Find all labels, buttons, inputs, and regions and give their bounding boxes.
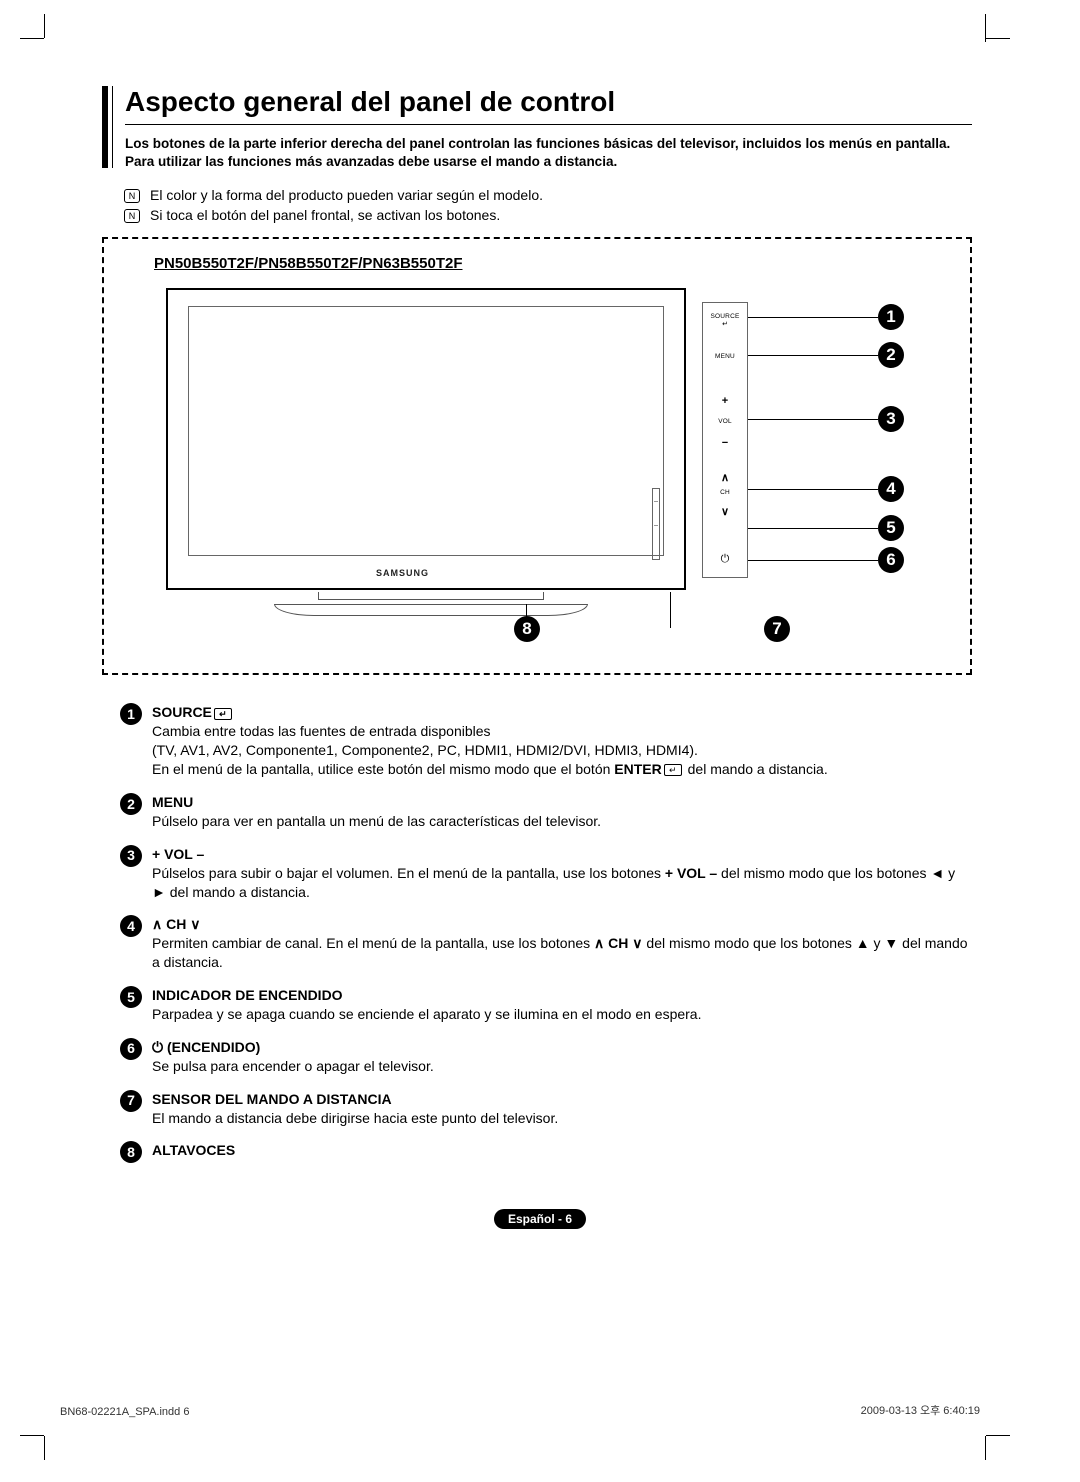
legend-line: Permiten cambiar de canal. En el menú de… — [152, 934, 972, 972]
legend-body: SOURCE↵Cambia entre todas las fuentes de… — [152, 703, 972, 779]
legend-line: Púlselo para ver en pantalla un menú de … — [152, 812, 972, 831]
legend: 1 SOURCE↵Cambia entre todas las fuentes d… — [120, 703, 972, 1163]
notes-block: N El color y la forma del producto puede… — [124, 187, 972, 223]
legend-title: ∧ CH ∨ — [152, 915, 972, 934]
diagram-box: PN50B550T2F/PN58B550T2F/PN63B550T2F SAMS… — [102, 237, 972, 675]
note-text: Si toca el botón del panel frontal, se a… — [150, 207, 500, 223]
legend-body: + VOL –Púlselos para subir o bajar el vo… — [152, 845, 972, 902]
legend-line: Se pulsa para encender o apagar el telev… — [152, 1057, 972, 1076]
legend-bubble: 8 — [120, 1141, 142, 1163]
callout-4: 4 — [878, 476, 904, 502]
callout-6: 6 — [878, 547, 904, 573]
callout-8: 8 — [514, 616, 540, 642]
tv-diagram: SAMSUNG SOURCE ↵ MENU + VO — [126, 288, 948, 648]
tv-stand-neck — [318, 592, 544, 600]
legend-body: ALTAVOCES — [152, 1141, 972, 1163]
legend-bubble: 4 — [120, 915, 142, 937]
legend-body: SENSOR DEL MANDO A DISTANCIAEl mando a d… — [152, 1090, 972, 1128]
callout-3: 3 — [878, 406, 904, 432]
legend-line: (TV, AV1, AV2, Componente1, Componente2,… — [152, 741, 972, 760]
title-rule — [125, 124, 972, 125]
legend-title: SENSOR DEL MANDO A DISTANCIA — [152, 1090, 972, 1109]
callout-2: 2 — [878, 342, 904, 368]
legend-body: INDICADOR DE ENCENDIDOParpadea y se apag… — [152, 986, 972, 1024]
callouts: 1 2 3 4 5 6 7 8 — [702, 288, 952, 648]
model-label: PN50B550T2F/PN58B550T2F/PN63B550T2F — [154, 255, 948, 272]
legend-line: Parpadea y se apaga cuando se enciende e… — [152, 1005, 972, 1024]
enter-icon: ↵ — [214, 708, 232, 720]
legend-body: ∧ CH ∨Permiten cambiar de canal. En el m… — [152, 915, 972, 972]
page-badge: Español - 6 — [494, 1209, 586, 1229]
legend-title: INDICADOR DE ENCENDIDO — [152, 986, 972, 1005]
title-accent-line — [112, 86, 113, 168]
legend-title: ALTAVOCES — [152, 1141, 972, 1160]
callout-7: 7 — [764, 616, 790, 642]
page-footer: Español - 6 — [494, 1210, 586, 1228]
page-content: Aspecto general del panel de control Los… — [102, 86, 972, 1177]
legend-line: Púlselos para subir o bajar el volumen. … — [152, 864, 972, 902]
note-text: El color y la forma del producto pueden … — [150, 187, 543, 203]
legend-bubble: 5 — [120, 986, 142, 1008]
legend-bubble: 1 — [120, 703, 142, 725]
tv-stand-base — [274, 604, 588, 616]
note-icon: N — [124, 189, 140, 203]
legend-line: El mando a distancia debe dirigirse haci… — [152, 1109, 972, 1128]
legend-title: SOURCE↵ — [152, 703, 972, 722]
sensor-region — [652, 488, 660, 560]
meta-filename: BN68-02221A_SPA.indd 6 — [60, 1406, 189, 1418]
page-title: Aspecto general del panel de control — [125, 86, 972, 118]
meta-timestamp: 2009-03-13 오후 6:40:19 — [861, 1402, 980, 1418]
legend-title: ⏻ (ENCENDIDO) — [152, 1038, 972, 1057]
tv-screen — [188, 306, 664, 556]
legend-bubble: 6 — [120, 1038, 142, 1060]
legend-body: ⏻ (ENCENDIDO)Se pulsa para encender o ap… — [152, 1038, 972, 1076]
callout-5: 5 — [878, 515, 904, 541]
legend-line: En el menú de la pantalla, utilice este … — [152, 760, 972, 779]
intro-text: Los botones de la parte inferior derecha… — [125, 135, 972, 171]
legend-body: MENUPúlselo para ver en pantalla un menú… — [152, 793, 972, 831]
legend-title: MENU — [152, 793, 972, 812]
samsung-logo: SAMSUNG — [376, 568, 429, 578]
legend-title: + VOL – — [152, 845, 972, 864]
note-icon: N — [124, 209, 140, 223]
enter-icon: ↵ — [664, 764, 682, 776]
title-accent-bar — [102, 86, 108, 168]
legend-line: Cambia entre todas las fuentes de entrad… — [152, 722, 972, 741]
callout-1: 1 — [878, 304, 904, 330]
legend-bubble: 2 — [120, 793, 142, 815]
legend-bubble: 3 — [120, 845, 142, 867]
legend-bubble: 7 — [120, 1090, 142, 1112]
title-bar: Aspecto general del panel de control Los… — [102, 86, 972, 171]
